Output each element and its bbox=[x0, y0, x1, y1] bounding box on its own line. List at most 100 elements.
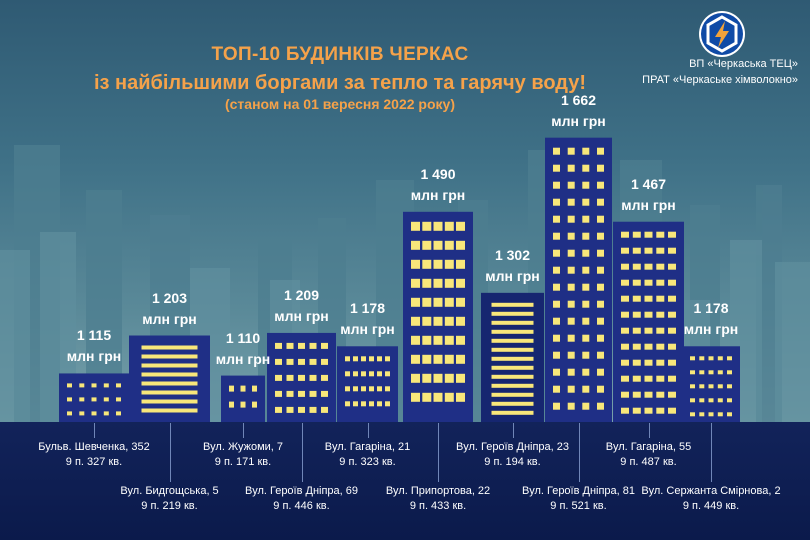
category-tick bbox=[711, 423, 712, 482]
window bbox=[141, 399, 198, 404]
category-detail: 9 п. 449 кв. bbox=[682, 500, 740, 512]
window bbox=[321, 374, 328, 381]
window bbox=[553, 300, 560, 308]
window bbox=[553, 283, 560, 291]
category-label: Вул. Жужоми, 7 9 п. 171 кв. bbox=[203, 440, 283, 470]
category-detail: 9 п. 446 кв. bbox=[273, 500, 330, 512]
window bbox=[491, 410, 534, 415]
data-label: 1 662 млн грн bbox=[551, 90, 605, 132]
window bbox=[553, 232, 560, 240]
window bbox=[582, 215, 590, 223]
window bbox=[567, 317, 575, 325]
window bbox=[717, 412, 723, 417]
window bbox=[491, 401, 534, 406]
category-label: Вул. Героїв Дніпра, 81 9 п. 521 кв. bbox=[522, 484, 635, 514]
window bbox=[708, 412, 714, 417]
window bbox=[632, 311, 641, 318]
window bbox=[668, 295, 676, 302]
window bbox=[553, 198, 560, 206]
window bbox=[444, 297, 454, 307]
category-label: Вул. Гагаріна, 55 9 п. 487 кв. bbox=[606, 440, 691, 470]
window bbox=[433, 335, 443, 345]
window bbox=[433, 221, 443, 231]
window bbox=[286, 406, 294, 413]
window bbox=[433, 373, 443, 383]
window bbox=[567, 351, 575, 359]
data-label-value: 1 490 bbox=[420, 165, 456, 182]
window bbox=[644, 391, 653, 398]
window bbox=[656, 359, 665, 366]
window bbox=[444, 392, 454, 402]
window bbox=[491, 356, 534, 361]
window bbox=[141, 354, 198, 359]
window bbox=[321, 358, 328, 365]
window bbox=[656, 391, 665, 398]
window bbox=[275, 358, 282, 365]
window bbox=[411, 259, 420, 269]
window bbox=[656, 407, 665, 414]
window bbox=[141, 408, 198, 413]
window bbox=[309, 374, 317, 381]
window bbox=[91, 383, 97, 388]
window bbox=[411, 316, 420, 326]
category-address: Вул. Бидгощська, 5 bbox=[120, 485, 219, 497]
data-label: 1 178 млн грн bbox=[340, 298, 394, 340]
window bbox=[275, 406, 282, 413]
window bbox=[141, 345, 198, 350]
window bbox=[456, 259, 465, 269]
window bbox=[597, 317, 604, 325]
data-label: 1 110 млн грн bbox=[216, 328, 270, 370]
window bbox=[91, 411, 97, 416]
window bbox=[286, 358, 294, 365]
window bbox=[690, 370, 695, 375]
bar-body bbox=[545, 137, 612, 424]
window bbox=[491, 392, 534, 397]
window bbox=[422, 221, 432, 231]
window bbox=[567, 232, 575, 240]
category-address: Вул. Гагаріна, 21 bbox=[324, 441, 411, 453]
window bbox=[411, 297, 420, 307]
window bbox=[491, 320, 534, 325]
window bbox=[67, 383, 72, 388]
building-bar bbox=[403, 211, 473, 423]
window bbox=[252, 385, 257, 392]
window bbox=[717, 384, 723, 389]
window bbox=[656, 327, 665, 334]
window bbox=[229, 385, 234, 392]
window bbox=[690, 398, 695, 403]
window bbox=[433, 316, 443, 326]
window bbox=[91, 397, 97, 402]
window bbox=[597, 215, 604, 223]
window bbox=[456, 335, 465, 345]
window bbox=[553, 402, 560, 410]
window bbox=[411, 221, 420, 231]
window bbox=[582, 402, 590, 410]
window bbox=[582, 249, 590, 257]
category-detail: 9 п. 487 кв. bbox=[620, 456, 677, 468]
window bbox=[668, 327, 676, 334]
window bbox=[644, 247, 653, 254]
window bbox=[632, 231, 641, 238]
window bbox=[422, 316, 432, 326]
window bbox=[361, 371, 366, 377]
window bbox=[727, 412, 732, 417]
window bbox=[582, 164, 590, 172]
window bbox=[361, 401, 366, 407]
window bbox=[491, 329, 534, 334]
window bbox=[411, 240, 420, 250]
window bbox=[597, 334, 604, 342]
org-name-line-2: ПРАТ «Черкаське хімволокно» bbox=[642, 74, 798, 86]
building-bar bbox=[682, 346, 740, 423]
window bbox=[456, 278, 465, 288]
window bbox=[422, 240, 432, 250]
window bbox=[369, 386, 374, 392]
category-tick bbox=[513, 423, 514, 438]
window bbox=[444, 221, 454, 231]
window bbox=[345, 371, 350, 377]
window bbox=[116, 397, 121, 402]
window bbox=[286, 374, 294, 381]
window bbox=[385, 356, 390, 362]
window bbox=[353, 401, 358, 407]
window bbox=[252, 401, 257, 408]
window bbox=[567, 181, 575, 189]
